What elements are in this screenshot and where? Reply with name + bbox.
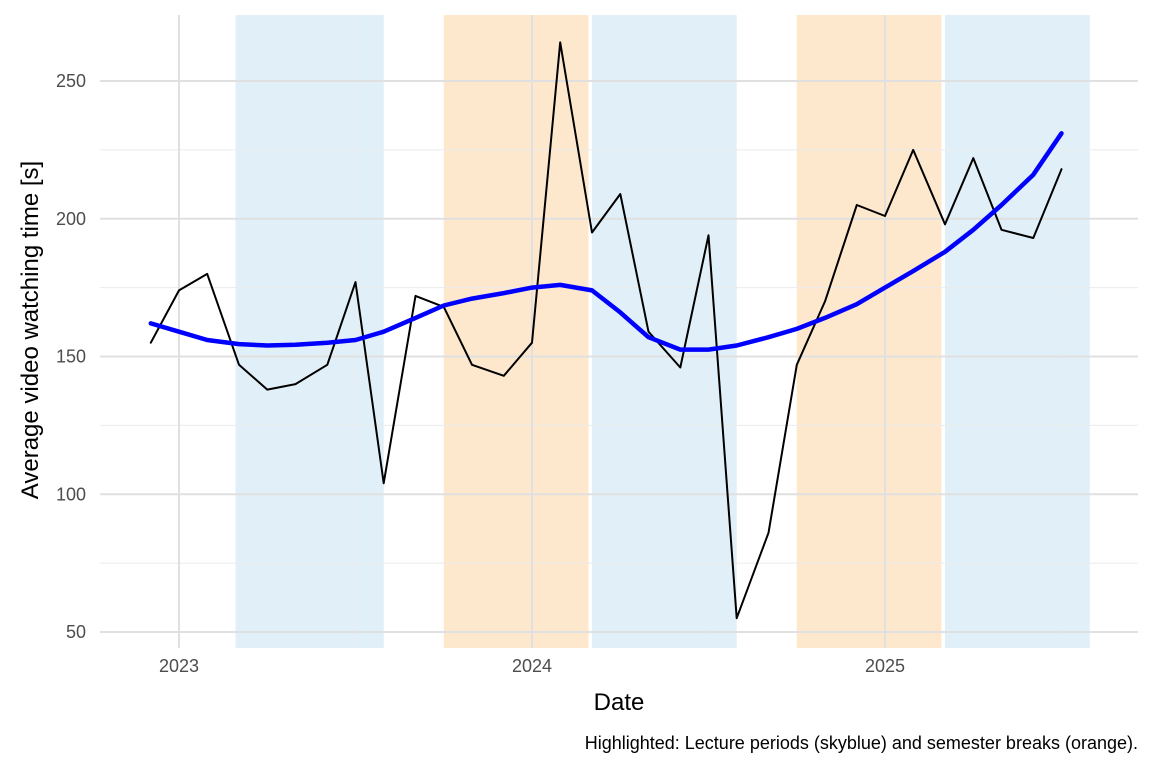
trend-line	[148, 131, 1064, 352]
y-tick-label: 150	[56, 347, 86, 367]
minor-gridlines	[100, 15, 1138, 648]
highlight-band-semester-break	[443, 15, 589, 648]
major-gridlines	[100, 15, 1138, 648]
y-tick-label: 100	[56, 484, 86, 504]
highlight-bands	[235, 15, 1090, 648]
y-tick-labels: 50 100 150 200 250	[56, 71, 86, 642]
chart-caption: Highlighted: Lecture periods (skyblue) a…	[585, 733, 1138, 753]
y-tick-label: 250	[56, 71, 86, 91]
highlight-band-semester-break	[796, 15, 942, 648]
y-tick-label: 200	[56, 209, 86, 229]
y-tick-label: 50	[66, 622, 86, 642]
data-line	[149, 41, 1063, 620]
x-tick-label: 2023	[159, 656, 199, 676]
x-tick-label: 2025	[865, 656, 905, 676]
series-group	[148, 41, 1064, 620]
x-tick-labels: 2023 2024 2025	[159, 656, 905, 676]
x-axis-title: Date	[594, 689, 645, 716]
highlight-band-lecture-period	[235, 15, 384, 648]
highlight-band-lecture-period	[592, 15, 737, 648]
highlight-band-lecture-period	[945, 15, 1090, 648]
y-axis-title: Average video watching time [s]	[17, 161, 44, 499]
x-tick-label: 2024	[512, 656, 552, 676]
